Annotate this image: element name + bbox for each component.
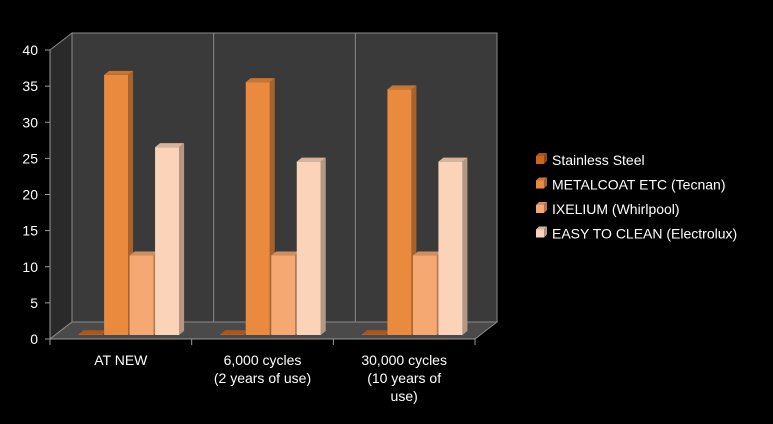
bars: [78, 70, 468, 336]
legend-label: IXELIUM (Whirlpool): [552, 201, 680, 217]
y-tick-label: 20: [22, 187, 38, 203]
legend-item: EASY TO CLEAN (Electrolux): [536, 226, 737, 242]
y-tick-label: 5: [30, 295, 38, 311]
legend-item: METALCOAT ETC (Tecnan): [536, 177, 725, 193]
legend-swatch: [536, 153, 547, 164]
legend-label: EASY TO CLEAN (Electrolux): [552, 226, 737, 242]
y-tick-label: 10: [22, 259, 38, 275]
legend-swatch: [536, 202, 547, 213]
legend-swatch: [536, 177, 547, 189]
legend-item: IXELIUM (Whirlpool): [536, 201, 680, 217]
bar: [296, 157, 326, 335]
x-category-label: AT NEW: [94, 352, 148, 368]
legend-swatch: [536, 226, 547, 238]
bar: [129, 251, 159, 335]
bar: [220, 330, 250, 335]
y-tick-label: 30: [22, 114, 38, 130]
y-tick-label: 0: [30, 331, 38, 347]
bar: [245, 78, 275, 335]
bar: [271, 251, 301, 335]
y-tick-label: 25: [22, 150, 38, 166]
legend-label: METALCOAT ETC (Tecnan): [552, 177, 725, 193]
legend: Stainless Steel METALCOAT ETC (Tecnan) IXE…: [536, 152, 737, 242]
bar: [104, 70, 134, 336]
legend-label: Stainless Steel: [552, 152, 645, 168]
legend-item: Stainless Steel: [536, 152, 645, 168]
x-axis: AT NEW 6,000 cycles (2 years of use) 30,000…: [49, 338, 476, 404]
bar: [78, 330, 108, 335]
y-tick-label: 35: [22, 78, 38, 94]
bar: [412, 251, 442, 335]
plot-side-wall: [49, 31, 73, 341]
bar: [438, 157, 468, 335]
bar: [155, 143, 185, 335]
y-tick-label: 40: [22, 42, 38, 58]
bar: [361, 330, 391, 335]
y-axis: 0 5 10 15 20 25 30 35 40: [22, 42, 51, 347]
bar: [387, 85, 417, 335]
y-tick-label: 15: [22, 223, 38, 239]
x-category-label: 30,000 cycles (10 years of use): [361, 352, 447, 404]
x-category-label: 6,000 cycles (2 years of use): [214, 352, 311, 386]
